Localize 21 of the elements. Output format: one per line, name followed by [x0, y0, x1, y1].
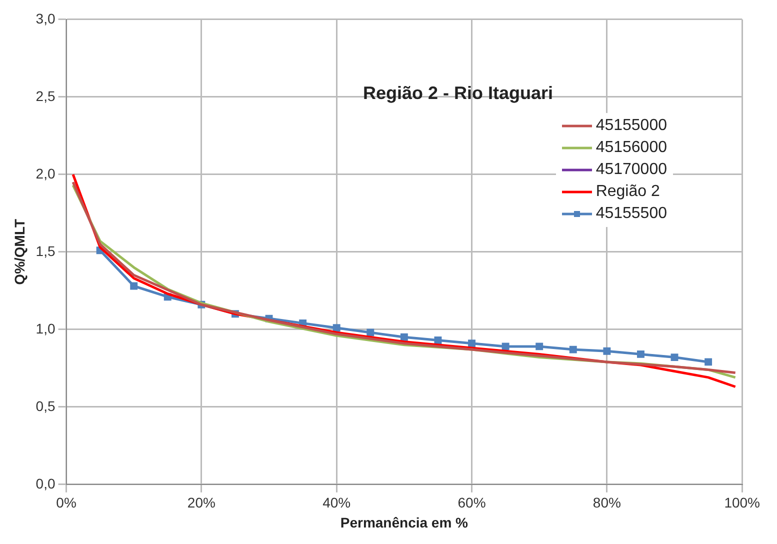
y-tick-label: 0,0 [36, 475, 56, 492]
legend-label: 45155000 [596, 117, 667, 135]
y-tick-label: 2,5 [36, 88, 56, 104]
x-tick-label: 40% [322, 494, 351, 511]
x-axis-title: Permanência em % [340, 514, 469, 530]
legend-label: Região 2 [596, 183, 660, 201]
x-tick-label: 20% [187, 494, 216, 511]
y-tick-label: 0,5 [36, 398, 56, 414]
y-tick-label: 1,0 [36, 320, 56, 336]
y-tick-label: 3,0 [36, 10, 56, 26]
legend-label: 45156000 [596, 139, 667, 157]
x-tick-label: 0% [56, 494, 76, 511]
text: Região 2 - Rio Itaguari [362, 83, 554, 104]
x-tick-label: 100% [724, 494, 760, 511]
x-tick-label: 80% [592, 494, 621, 511]
y-tick-label: 2,0 [36, 165, 56, 182]
y-tick-label: 1,5 [36, 242, 56, 259]
legend-label: 45170000 [596, 161, 667, 179]
legend-label: 45155500 [596, 205, 667, 223]
y-axis-title: Q%/QMLT [11, 218, 28, 285]
x-tick-label: 60% [458, 494, 486, 511]
